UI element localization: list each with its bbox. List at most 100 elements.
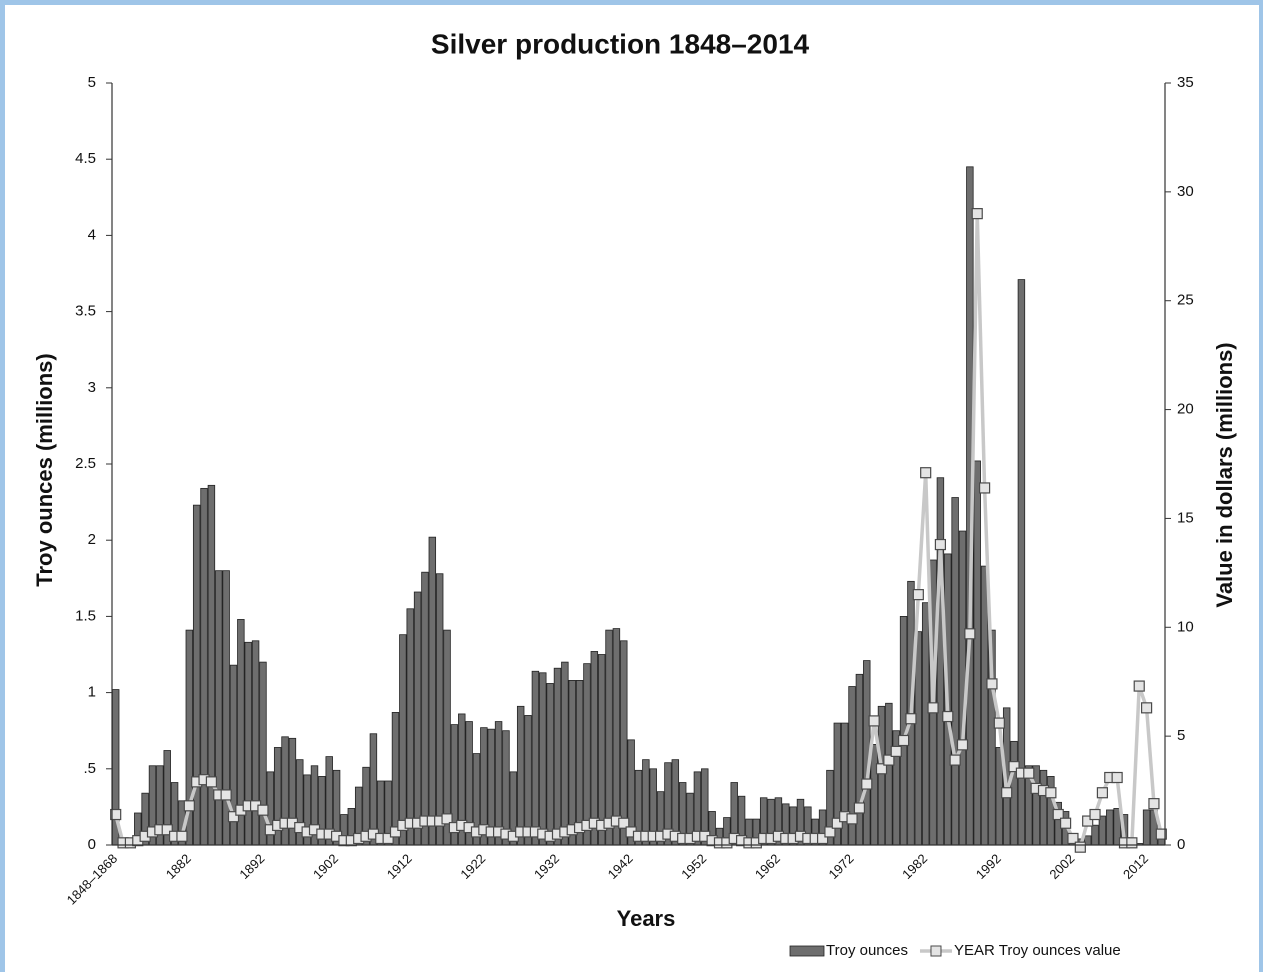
line-marker [934, 538, 947, 551]
line-marker [382, 832, 394, 845]
line-marker [853, 802, 866, 814]
bar [612, 628, 621, 846]
line-marker [1096, 787, 1109, 799]
bar [951, 497, 959, 846]
bar [421, 571, 429, 846]
line-marker [618, 817, 630, 829]
line-marker [978, 482, 991, 494]
bar [443, 629, 451, 846]
line-marker [912, 589, 924, 601]
bar [597, 654, 606, 846]
line-marker [389, 826, 402, 838]
legend-marker [930, 945, 942, 957]
line-marker [183, 800, 195, 812]
line-marker [1052, 808, 1064, 821]
bar [435, 573, 444, 846]
line-marker [1133, 680, 1145, 692]
line-marker [920, 467, 932, 479]
line-marker [1148, 798, 1160, 810]
y-tick-label: 4 [88, 226, 96, 243]
bar [399, 634, 407, 846]
bar [200, 487, 208, 846]
line-marker [441, 813, 453, 825]
bar [877, 705, 886, 846]
bar [921, 602, 930, 846]
frame-top [0, 0, 1263, 5]
line-marker [949, 754, 961, 766]
bar [568, 680, 576, 846]
bar [936, 477, 945, 846]
legend-swatch [789, 945, 825, 957]
bar [980, 565, 989, 846]
line-marker [927, 702, 939, 714]
line-marker [831, 817, 843, 829]
line-marker [846, 813, 858, 825]
y-tick-label: 3 [88, 379, 96, 396]
line-marker [986, 678, 998, 690]
line-marker [971, 208, 983, 220]
y-tick-label: 1 [88, 684, 96, 701]
chart-title: Silver production 1848–2014 [431, 28, 810, 59]
bar [1039, 769, 1048, 846]
line-marker [1023, 767, 1035, 779]
line-marker [905, 713, 917, 725]
line-marker [1059, 817, 1072, 829]
line-marker [1089, 808, 1101, 821]
y-axis-title: Troy ounces (millions) [32, 353, 57, 586]
line-marker [993, 717, 1005, 729]
y-tick-label: 1.5 [75, 607, 96, 624]
frame-left [0, 0, 5, 972]
bar [546, 683, 554, 846]
bar [553, 667, 562, 846]
line-marker [1008, 761, 1020, 773]
y-tick-label: 3.5 [75, 303, 96, 320]
y2-tick-label: 0 [1177, 836, 1185, 853]
bar [561, 661, 569, 846]
line-marker [1074, 841, 1086, 853]
line-marker [942, 710, 954, 723]
y-tick-label: 2 [88, 531, 96, 548]
line-marker [956, 739, 969, 751]
line-marker [1001, 787, 1013, 799]
bar [914, 631, 923, 846]
line-marker [1045, 787, 1057, 799]
y2-axis-title: Value in dollars (millions) [1212, 342, 1237, 607]
line-marker [1155, 828, 1167, 840]
line-marker [868, 715, 880, 727]
y2-tick-label: 15 [1177, 509, 1194, 526]
bar [1098, 815, 1107, 846]
line-marker [1082, 815, 1094, 827]
legend-label: YEAR Troy ounces value [954, 942, 1121, 959]
line-marker [964, 628, 976, 640]
line-marker [1126, 837, 1138, 849]
line-marker [897, 734, 910, 747]
line-marker [110, 808, 122, 821]
bar [215, 570, 223, 846]
line-marker [1111, 771, 1123, 784]
bar [1017, 279, 1026, 846]
y2-tick-label: 35 [1177, 74, 1194, 91]
y2-tick-label: 5 [1177, 727, 1185, 744]
line-marker [890, 745, 902, 757]
bar [620, 640, 628, 846]
y2-tick-label: 25 [1177, 292, 1194, 309]
line-marker [883, 754, 895, 766]
bar [973, 460, 981, 846]
line-marker [227, 811, 240, 823]
line-marker [220, 789, 232, 801]
line-marker [875, 763, 888, 775]
line-marker [176, 830, 188, 842]
bar [531, 670, 540, 846]
y2-tick-label: 20 [1177, 401, 1194, 418]
bar [516, 705, 525, 846]
line-marker [205, 776, 218, 788]
bar [539, 672, 547, 846]
y-tick-label: 0 [88, 836, 96, 853]
x-axis-title: Years [617, 906, 676, 931]
bar [428, 536, 437, 846]
y-tick-label: 5 [88, 74, 96, 91]
bar [605, 629, 613, 846]
line-marker [861, 778, 873, 790]
bar [1106, 809, 1114, 846]
